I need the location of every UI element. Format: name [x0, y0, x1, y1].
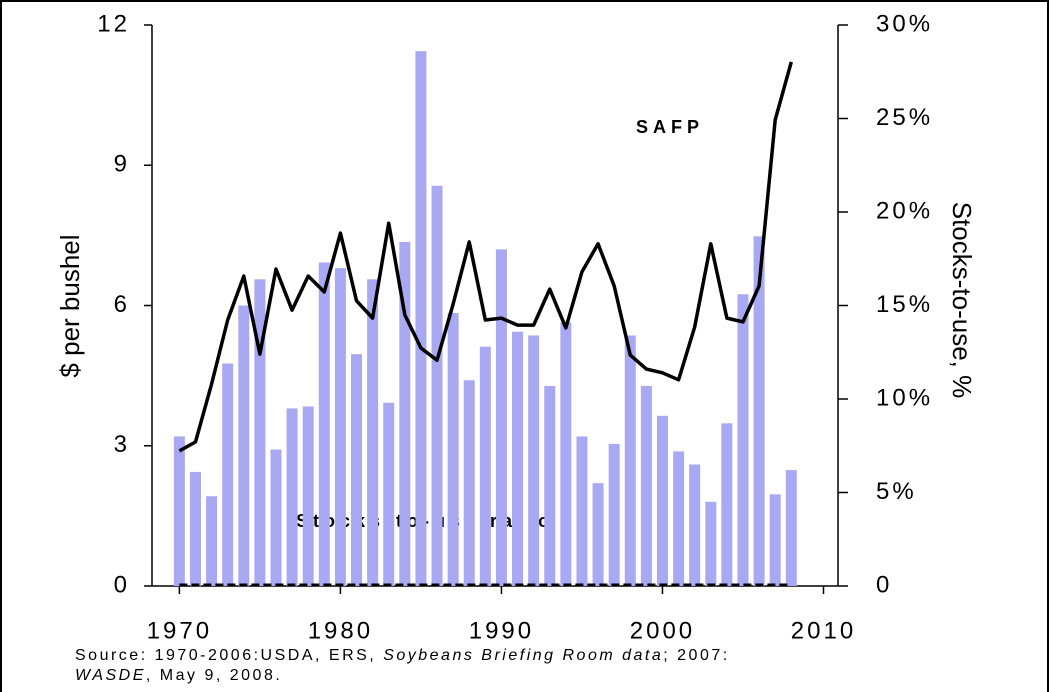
bar — [334, 268, 346, 586]
y2-tick-label: 0 — [876, 571, 892, 598]
bar — [673, 451, 685, 586]
x-tick-label: 1970 — [147, 617, 212, 644]
bar — [544, 385, 556, 586]
bar — [222, 363, 234, 586]
bar — [399, 241, 411, 587]
bar — [206, 496, 218, 586]
bar — [270, 449, 282, 586]
y2-tick-label: 5% — [876, 478, 917, 505]
bar — [689, 464, 701, 586]
bar — [173, 436, 185, 586]
bar — [640, 385, 652, 586]
source-line-1: Source: 1970-2006:USDA, ERS, Soybeans Br… — [75, 647, 730, 664]
y-tick-label: 0 — [114, 571, 130, 598]
bar — [463, 380, 475, 586]
y2-tick-label: 20% — [876, 197, 933, 224]
bar — [721, 423, 733, 586]
bar — [608, 443, 620, 586]
bar — [415, 51, 427, 587]
source-line-2: WASDE, May 9, 2008. — [75, 667, 282, 684]
y2-tick-label: 30% — [876, 10, 933, 37]
bar — [528, 335, 540, 586]
bar — [769, 494, 781, 586]
y2-tick-label: 15% — [876, 291, 933, 318]
bar — [431, 185, 443, 586]
bar — [238, 305, 250, 586]
bar — [592, 483, 604, 586]
source-text: Source: 1970-2006:USDA, ERS, — [75, 647, 383, 664]
source-text: Soybeans Briefing Room data — [383, 647, 663, 664]
x-tick-label: 1980 — [308, 617, 373, 644]
x-tick-label: 1990 — [469, 617, 534, 644]
line — [178, 61, 793, 453]
bar — [785, 470, 797, 586]
y-axis-label: $ per bushel — [55, 234, 85, 377]
bar — [189, 471, 201, 586]
line-annotation: SAFP — [636, 117, 704, 137]
y2-tick-label: 10% — [876, 384, 933, 411]
bar — [254, 279, 266, 586]
y-tick-label: 3 — [114, 431, 130, 458]
y-tick-label: 12 — [97, 10, 130, 37]
bar — [737, 294, 749, 586]
bar — [705, 501, 717, 586]
bar — [753, 236, 765, 586]
bar — [512, 331, 524, 586]
y2-tick-label: 25% — [876, 104, 933, 131]
x-tick-label: 2000 — [630, 617, 695, 644]
bar — [495, 249, 507, 586]
source-text: ; 2007: — [663, 647, 729, 664]
y2-axis-label: Stocks-to-use, % — [947, 202, 977, 399]
source-text: , May 9, 2008. — [146, 667, 282, 684]
bar — [479, 346, 491, 586]
bar — [383, 402, 395, 586]
bar — [560, 322, 572, 586]
bar — [367, 279, 379, 586]
y-tick-label: 9 — [114, 151, 130, 178]
bar — [656, 415, 668, 586]
x-tick-label: 2010 — [791, 617, 856, 644]
bar — [447, 312, 459, 586]
y-tick-label: 6 — [114, 291, 130, 318]
bar — [351, 354, 363, 586]
bar — [576, 436, 588, 586]
bar — [302, 406, 314, 586]
bar — [318, 262, 330, 586]
bar — [624, 335, 636, 586]
bar — [286, 408, 298, 586]
source-text: WASDE — [75, 667, 146, 684]
